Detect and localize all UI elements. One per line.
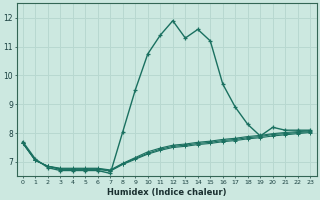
X-axis label: Humidex (Indice chaleur): Humidex (Indice chaleur) [107,188,226,197]
